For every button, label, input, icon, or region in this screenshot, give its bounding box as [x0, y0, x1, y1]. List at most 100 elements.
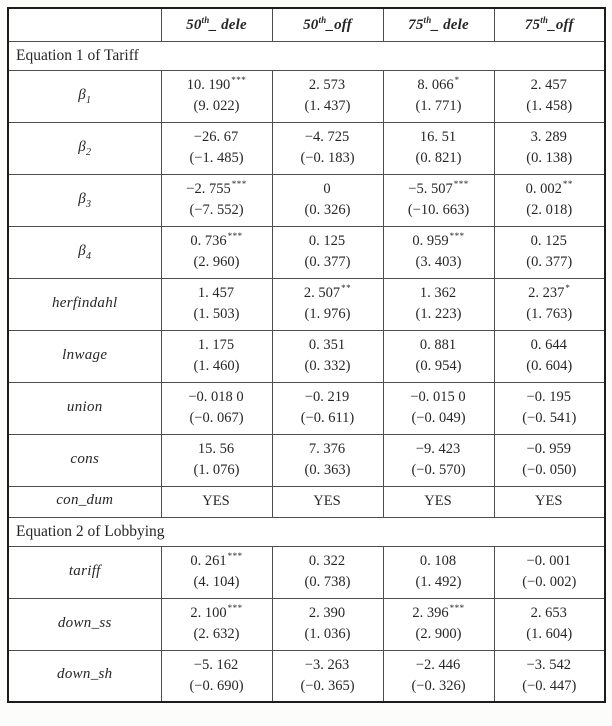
coefficient-value: −0. 959	[526, 441, 571, 457]
t-statistic: (0. 377)	[304, 254, 351, 270]
t-statistic: (−0. 541)	[522, 410, 577, 426]
significance-stars: *	[454, 75, 460, 86]
regression-results-table: 50th_ dele 50th_off 75th_ dele 75th_off …	[7, 7, 606, 703]
table-row: tariff 0. 261*** (4. 104) 0. 322 (0. 738) 0. …	[7, 545, 606, 599]
coefficient-cell: YES	[493, 485, 606, 518]
coefficient-cell: 0. 125 (0. 377)	[271, 225, 384, 279]
t-statistic: (1. 076)	[193, 462, 240, 478]
variable-name: β	[78, 242, 86, 259]
t-statistic: (0. 377)	[526, 254, 573, 270]
table-row: β1 10. 190*** (9. 022) 2. 573 (1. 437) 8. 066…	[7, 69, 606, 123]
variable-subscript: 4	[85, 250, 92, 262]
t-statistic: (0. 821)	[415, 150, 462, 166]
coefficient-value: 2. 100	[190, 605, 227, 621]
t-statistic: (2. 960)	[193, 254, 240, 270]
variable-name: β	[78, 138, 86, 155]
t-statistic: (1. 460)	[193, 358, 240, 374]
variable-name: lnwage	[62, 346, 108, 363]
table-row: β4 0. 736*** (2. 960) 0. 125 (0. 377) 0. 959*…	[7, 225, 606, 279]
variable-label: lnwage	[7, 329, 162, 383]
coefficient-cell: YES	[382, 485, 495, 518]
coefficient-value: −0. 015 0	[410, 389, 466, 405]
coefficient-cell: −0. 219 (−0. 611)	[271, 381, 384, 435]
coefficient-cell: 2. 396*** (2. 900)	[382, 597, 495, 651]
coefficient-value: −5. 507	[408, 181, 453, 197]
coefficient-cell: 3. 289 (0. 138)	[493, 121, 606, 175]
t-statistic: (−1. 485)	[189, 150, 244, 166]
t-statistic: (−0. 611)	[300, 410, 355, 426]
variable-name: β	[78, 86, 86, 103]
coefficient-cell: 0. 881 (0. 954)	[382, 329, 495, 383]
column-header-label: 75	[524, 17, 541, 34]
coefficient-value: −0. 219	[304, 389, 350, 405]
coefficient-value: 2. 507	[303, 285, 341, 301]
t-statistic: (0. 738)	[304, 574, 351, 590]
coefficient-value: 0. 351	[308, 337, 346, 353]
coefficient-value: −4. 725	[304, 129, 350, 145]
table-row: down_sh −5. 162 (−0. 690) −3. 263 (−0. 365) −…	[7, 649, 606, 703]
ordinal-superscript: th	[201, 15, 210, 26]
t-statistic: (−0. 570)	[411, 462, 466, 478]
coefficient-value: 1. 362	[419, 285, 457, 301]
t-statistic: (1. 223)	[415, 306, 462, 322]
coefficient-cell: −26. 67 (−1. 485)	[160, 121, 273, 175]
coefficient-cell: 0. 959*** (3. 403)	[382, 225, 495, 279]
coefficient-cell: 1. 457 (1. 503)	[160, 277, 273, 331]
coefficient-value: YES	[535, 493, 563, 509]
coefficient-cell: 2. 653 (1. 604)	[493, 597, 606, 651]
t-statistic: (2. 018)	[526, 202, 573, 218]
coefficient-cell: 2. 390 (1. 036)	[271, 597, 384, 651]
t-statistic: (1. 763)	[526, 306, 573, 322]
t-statistic: (4. 104)	[193, 574, 240, 590]
column-header-75th-off: 75th_off	[493, 7, 606, 42]
coefficient-value: 0. 644	[530, 337, 567, 353]
ordinal-superscript: th	[540, 15, 549, 26]
coefficient-cell: −5. 507*** (−10. 663)	[382, 173, 495, 227]
coefficient-value: YES	[424, 493, 452, 509]
variable-name: herfindahl	[52, 294, 118, 311]
coefficient-cell: 7. 376 (0. 363)	[271, 433, 384, 487]
variable-name: union	[66, 398, 103, 415]
variable-subscript: 2	[85, 146, 92, 158]
coefficient-cell: 2. 237* (1. 763)	[493, 277, 606, 331]
variable-label: cons	[7, 433, 162, 487]
header-row: 50th_ dele 50th_off 75th_ dele 75th_off	[7, 7, 606, 42]
significance-stars: *	[565, 283, 571, 294]
coefficient-cell: 1. 175 (1. 460)	[160, 329, 273, 383]
table-row: herfindahl 1. 457 (1. 503) 2. 507** (1. 976)…	[7, 277, 606, 331]
coefficient-value: −26. 67	[193, 129, 239, 145]
coefficient-cell: 2. 100*** (2. 632)	[160, 597, 273, 651]
coefficient-value: −9. 423	[415, 441, 461, 457]
coefficient-cell: 0 (0. 326)	[271, 173, 384, 227]
t-statistic: (1. 492)	[415, 574, 462, 590]
coefficient-value: 0	[323, 181, 331, 197]
t-statistic: (0. 363)	[304, 462, 351, 478]
t-statistic: (−0. 326)	[411, 677, 466, 694]
variable-subscript: 1	[85, 94, 92, 106]
header-empty-cell	[7, 7, 162, 42]
coefficient-value: 10. 190	[186, 77, 231, 93]
variable-name: down_ss	[57, 614, 112, 631]
section-header-row: Equation 2 of Lobbying	[7, 516, 606, 547]
coefficient-cell: −3. 263 (−0. 365)	[271, 649, 384, 703]
table-row: β3 −2. 755*** (−7. 552) 0 (0. 326) −5. 507***…	[7, 173, 606, 227]
column-header-75th-dele: 75th_ dele	[382, 7, 495, 42]
table-row: cons 15. 56 (1. 076) 7. 376 (0. 363) −9. 423 (…	[7, 433, 606, 487]
coefficient-value: YES	[313, 493, 341, 509]
t-statistic: (−0. 050)	[522, 462, 577, 478]
variable-label: β4	[7, 225, 162, 279]
coefficient-cell: −2. 446 (−0. 326)	[382, 649, 495, 703]
coefficient-value: 2. 457	[530, 77, 567, 93]
table-row: β2 −26. 67 (−1. 485) −4. 725 (−0. 183) 16. 51…	[7, 121, 606, 175]
coefficient-cell: 1. 362 (1. 223)	[382, 277, 495, 331]
coefficient-value: −0. 001	[526, 553, 571, 569]
t-statistic: (−0. 690)	[189, 677, 244, 694]
variable-label: β1	[7, 69, 162, 123]
t-statistic: (1. 458)	[526, 98, 573, 114]
coefficient-cell: −9. 423 (−0. 570)	[382, 433, 495, 487]
t-statistic: (0. 954)	[415, 358, 462, 374]
coefficient-value: 0. 881	[419, 337, 457, 353]
coefficient-cell: 0. 644 (0. 604)	[493, 329, 606, 383]
column-header-label: 50	[303, 17, 319, 34]
coefficient-cell: 16. 51 (0. 821)	[382, 121, 495, 175]
